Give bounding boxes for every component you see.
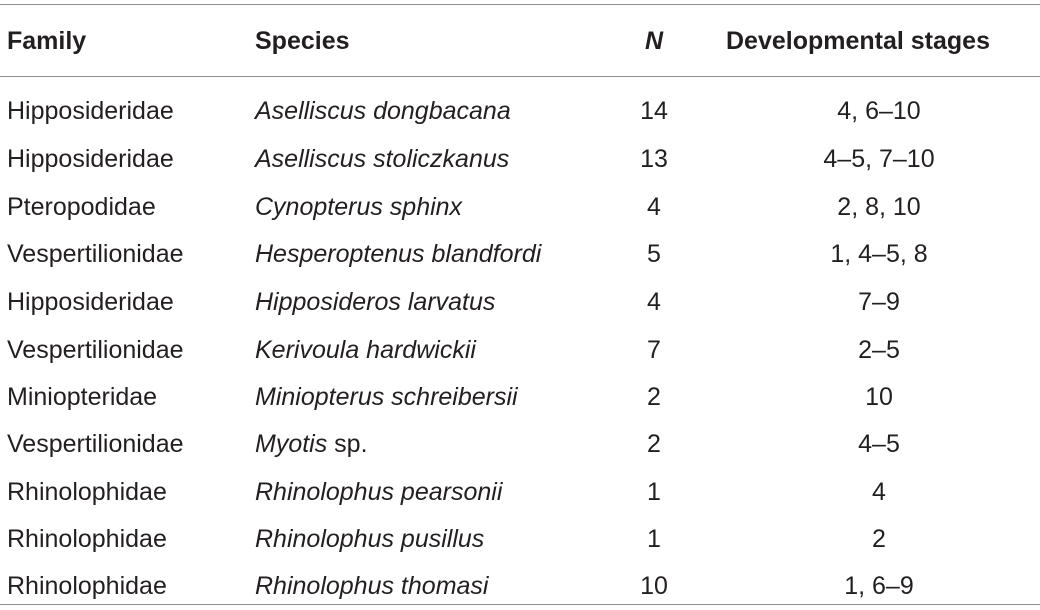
header-stages: Developmental stages <box>726 27 990 55</box>
species-name: Rhinolophus pusillus <box>255 525 485 553</box>
cell-species: Hesperoptenus blandfordi <box>255 230 541 278</box>
cell-family: Vespertilionidae <box>7 240 184 268</box>
species-name: Rhinolophus pearsonii <box>255 478 503 506</box>
table-row: Vespertilionidae Myotis sp. 2 4–5 <box>0 420 1040 468</box>
cell-family: Hipposideridae <box>7 288 174 316</box>
cell-species: Hipposideros larvatus <box>255 278 495 326</box>
cell-n: 14 <box>640 97 668 125</box>
table-row: Rhinolophidae Rhinolophus pusillus 1 2 <box>0 515 1040 563</box>
cell-species: Aselliscus stoliczkanus <box>255 135 509 183</box>
cell-stages: 10 <box>865 383 893 411</box>
species-name: Hipposideros larvatus <box>255 288 496 316</box>
table-header-row: Family Species N Developmental stages <box>0 17 1040 65</box>
cell-n: 4 <box>647 193 661 221</box>
cell-family: Miniopteridae <box>7 383 158 411</box>
cell-species: Rhinolophus pearsonii <box>255 468 502 516</box>
cell-n: 10 <box>640 572 668 600</box>
species-suffix: sp. <box>327 430 368 458</box>
cell-stages: 4, 6–10 <box>837 97 921 125</box>
cell-stages: 7–9 <box>858 288 900 316</box>
table-row: Vespertilionidae Kerivoula hardwickii 7 … <box>0 326 1040 374</box>
table-row: Miniopteridae Miniopterus schreibersii 2… <box>0 373 1040 421</box>
cell-species: Rhinolophus thomasi <box>255 562 488 610</box>
cell-species: Myotis sp. <box>255 420 368 468</box>
table-row: Pteropodidae Cynopterus sphinx 4 2, 8, 1… <box>0 183 1040 231</box>
cell-stages: 1, 4–5, 8 <box>830 240 928 268</box>
cell-n: 2 <box>647 383 661 411</box>
cell-species: Cynopterus sphinx <box>255 183 462 231</box>
cell-species: Miniopterus schreibersii <box>255 373 518 421</box>
table-row: Hipposideridae Aselliscus stoliczkanus 1… <box>0 135 1040 183</box>
species-name: Miniopterus schreibersii <box>255 383 518 411</box>
cell-family: Vespertilionidae <box>7 336 184 364</box>
cell-n: 1 <box>647 478 661 506</box>
cell-family: Rhinolophidae <box>7 478 167 506</box>
cell-species: Aselliscus dongbacana <box>255 87 511 135</box>
header-family: Family <box>7 27 87 55</box>
table-row: Rhinolophidae Rhinolophus pearsonii 1 4 <box>0 468 1040 516</box>
cell-family: Hipposideridae <box>7 97 174 125</box>
table-row: Hipposideridae Aselliscus dongbacana 14 … <box>0 87 1040 135</box>
cell-n: 4 <box>647 288 661 316</box>
cell-stages: 2, 8, 10 <box>837 193 921 221</box>
table-top-rule <box>0 4 1040 5</box>
cell-n: 7 <box>647 336 661 364</box>
species-name: Cynopterus sphinx <box>255 193 463 221</box>
cell-family: Vespertilionidae <box>7 430 184 458</box>
header-species: Species <box>255 27 350 55</box>
species-name: Aselliscus dongbacana <box>255 97 511 125</box>
cell-stages: 4–5, 7–10 <box>823 145 935 173</box>
species-name: Hesperoptenus blandfordi <box>255 240 542 268</box>
cell-stages: 1, 6–9 <box>844 572 914 600</box>
species-name: Myotis <box>255 430 328 458</box>
cell-species: Rhinolophus pusillus <box>255 515 484 563</box>
cell-family: Rhinolophidae <box>7 525 167 553</box>
cell-family: Hipposideridae <box>7 145 174 173</box>
table-bottom-rule <box>0 604 1040 605</box>
cell-n: 2 <box>647 430 661 458</box>
cell-stages: 2–5 <box>858 336 900 364</box>
cell-stages: 2 <box>872 525 886 553</box>
cell-n: 5 <box>647 240 661 268</box>
species-name: Kerivoula hardwickii <box>255 336 476 364</box>
species-name: Rhinolophus thomasi <box>255 572 489 600</box>
species-name: Aselliscus stoliczkanus <box>255 145 510 173</box>
table-row: Rhinolophidae Rhinolophus thomasi 10 1, … <box>0 562 1040 610</box>
table-header-rule <box>0 76 1040 77</box>
cell-stages: 4 <box>872 478 886 506</box>
header-n: N <box>644 27 664 55</box>
cell-family: Pteropodidae <box>7 193 156 221</box>
cell-species: Kerivoula hardwickii <box>255 326 476 374</box>
table-row: Hipposideridae Hipposideros larvatus 4 7… <box>0 278 1040 326</box>
cell-n: 1 <box>647 525 661 553</box>
cell-n: 13 <box>640 145 668 173</box>
cell-stages: 4–5 <box>858 430 900 458</box>
table-row: Vespertilionidae Hesperoptenus blandford… <box>0 230 1040 278</box>
cell-family: Rhinolophidae <box>7 572 167 600</box>
